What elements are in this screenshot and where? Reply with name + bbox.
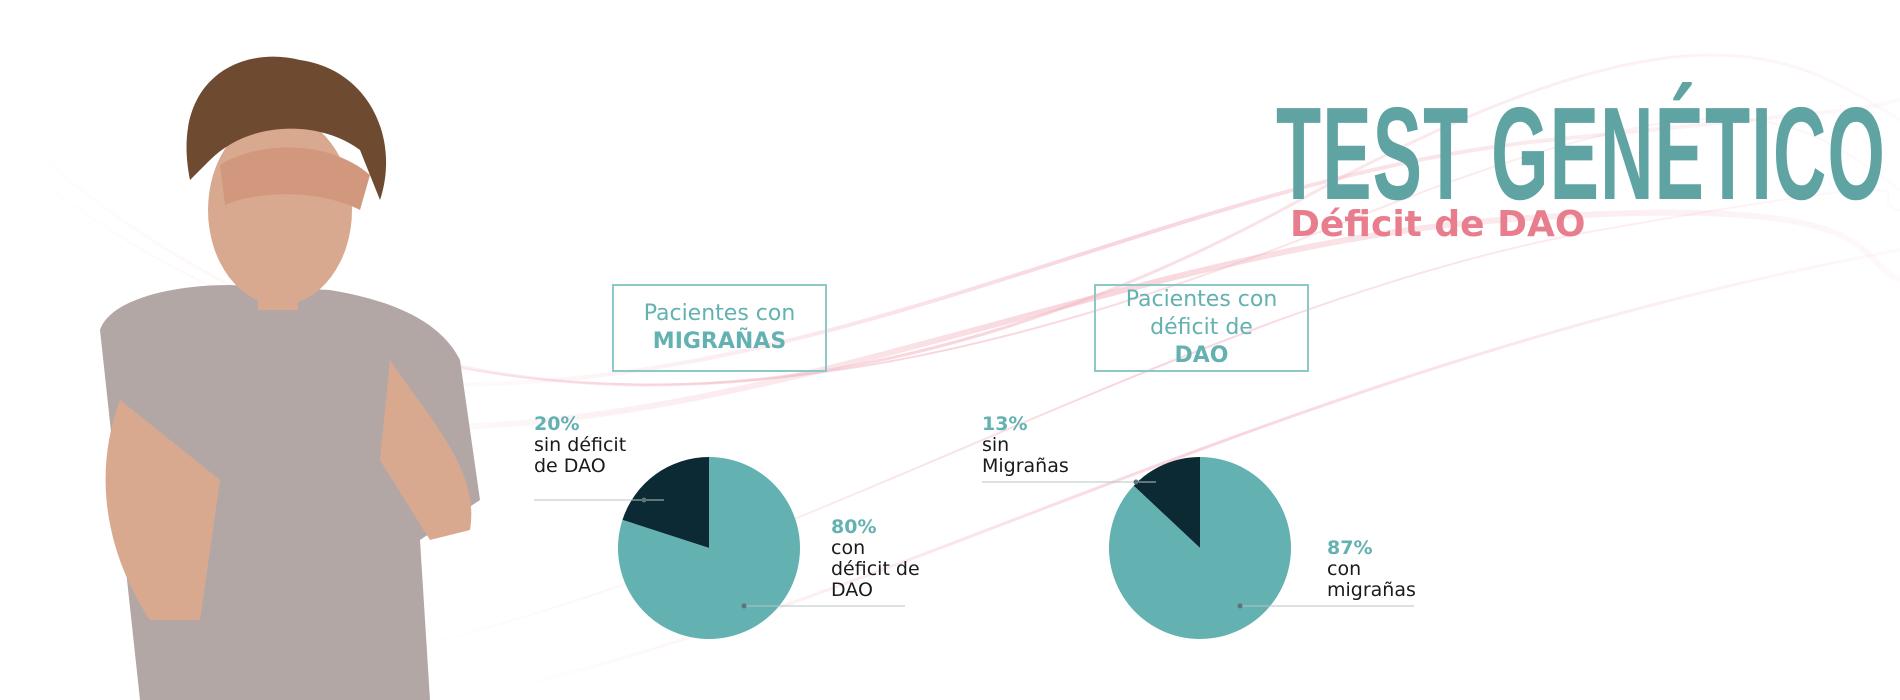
pie-slice xyxy=(622,457,709,548)
chart-title: Pacientes con xyxy=(643,301,796,326)
value-label: 87% xyxy=(1327,537,1373,559)
category-label: sin Migrañas xyxy=(982,434,1069,477)
pie-slice xyxy=(618,457,800,640)
leader-dot xyxy=(641,497,647,503)
value-label: 13% xyxy=(982,413,1028,435)
pie-slice xyxy=(1109,457,1291,640)
chart-title-emphasis: DAO xyxy=(1174,343,1229,368)
pie-slice xyxy=(1133,457,1200,548)
value-label: 80% xyxy=(831,516,877,538)
category-label: con migrañas xyxy=(1327,558,1416,601)
slice-label: 87% con migrañas xyxy=(1327,538,1437,601)
slice-label: 13% sin Migrañas xyxy=(982,414,1092,477)
chart-title-emphasis: MIGRAÑAS xyxy=(652,329,787,354)
leader-dot xyxy=(1133,479,1139,485)
leader-dot xyxy=(1237,603,1243,609)
person-illustration xyxy=(100,56,480,700)
leader-dot xyxy=(741,603,747,609)
category-label: sin déficit de DAO xyxy=(534,434,627,477)
chart-title-box: Pacientes con déficit de DAO xyxy=(1094,284,1309,372)
chart-title-box: Pacientes con MIGRAÑAS xyxy=(612,284,827,372)
value-label: 20% xyxy=(534,413,580,435)
chart-title: Pacientes con déficit de xyxy=(1125,287,1278,340)
slice-label: 20% sin déficit de DAO xyxy=(534,414,644,477)
category-label: con déficit de DAO xyxy=(831,537,920,601)
subtitle: Déficit de DAO xyxy=(1290,204,1586,245)
title: TEST GENÉTICO xyxy=(1276,80,1887,227)
slice-label: 80% con déficit de DAO xyxy=(831,517,921,601)
